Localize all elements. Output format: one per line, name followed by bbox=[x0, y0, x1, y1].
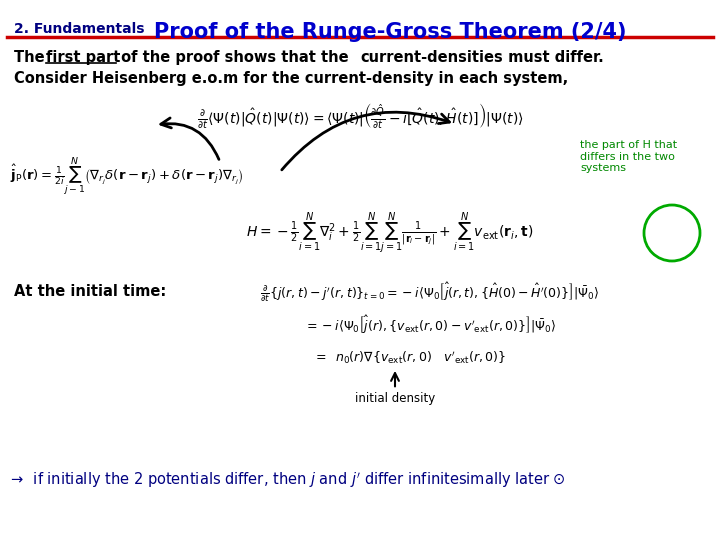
Text: $= \;\; n_0(r)\nabla\{v_{\mathrm{ext}}(r,0) \quad v'_{\mathrm{ext}}(r,0)\}$: $= \;\; n_0(r)\nabla\{v_{\mathrm{ext}}(r… bbox=[313, 350, 507, 366]
Text: of the proof shows that the: of the proof shows that the bbox=[116, 50, 354, 65]
Text: must differ.: must differ. bbox=[503, 50, 604, 65]
Text: $\rightarrow\,$ if initially the 2 potentials differ, then $j$ and $j'$ differ i: $\rightarrow\,$ if initially the 2 poten… bbox=[8, 470, 566, 490]
Text: Consider Heisenberg e.o.m for the current-density in each system,: Consider Heisenberg e.o.m for the curren… bbox=[14, 71, 568, 86]
Text: 2. Fundamentals: 2. Fundamentals bbox=[14, 22, 145, 36]
Text: the part of H that
differs in the two
systems: the part of H that differs in the two sy… bbox=[580, 140, 677, 173]
Text: $= -i\langle\Psi_0\left[\hat{j}(r),\{v_{\mathrm{ext}}(r,0) - v'_{\mathrm{ext}}(r: $= -i\langle\Psi_0\left[\hat{j}(r),\{v_{… bbox=[304, 314, 556, 336]
Text: The: The bbox=[14, 50, 50, 65]
Text: $H = -\frac{1}{2}\sum_{i=1}^{N}\nabla_i^2 + \frac{1}{2}\sum_{i=1}^{N}\sum_{j=1}^: $H = -\frac{1}{2}\sum_{i=1}^{N}\nabla_i^… bbox=[246, 210, 534, 256]
Text: Proof of the Runge-Gross Theorem (2/4): Proof of the Runge-Gross Theorem (2/4) bbox=[154, 22, 626, 42]
Text: $\frac{\partial}{\partial t}\{j(r,t) - j'(r,t)\}_{t=0} = -i\langle\Psi_0\left[\h: $\frac{\partial}{\partial t}\{j(r,t) - j… bbox=[261, 280, 600, 304]
Text: $\hat{\mathbf{j}}_{\mathrm{P}}(\mathbf{r}) = \frac{1}{2i}\sum_{j-1}^{N}\left(\na: $\hat{\mathbf{j}}_{\mathrm{P}}(\mathbf{r… bbox=[10, 156, 244, 198]
Text: current-densities: current-densities bbox=[360, 50, 503, 65]
Text: initial density: initial density bbox=[355, 373, 435, 405]
Text: first part: first part bbox=[46, 50, 120, 65]
Text: At the initial time:: At the initial time: bbox=[14, 285, 166, 300]
Text: $\frac{\partial}{\partial t}\langle\Psi(t)|\hat{Q}(t)|\Psi(t)\rangle = \langle\P: $\frac{\partial}{\partial t}\langle\Psi(… bbox=[197, 102, 523, 131]
